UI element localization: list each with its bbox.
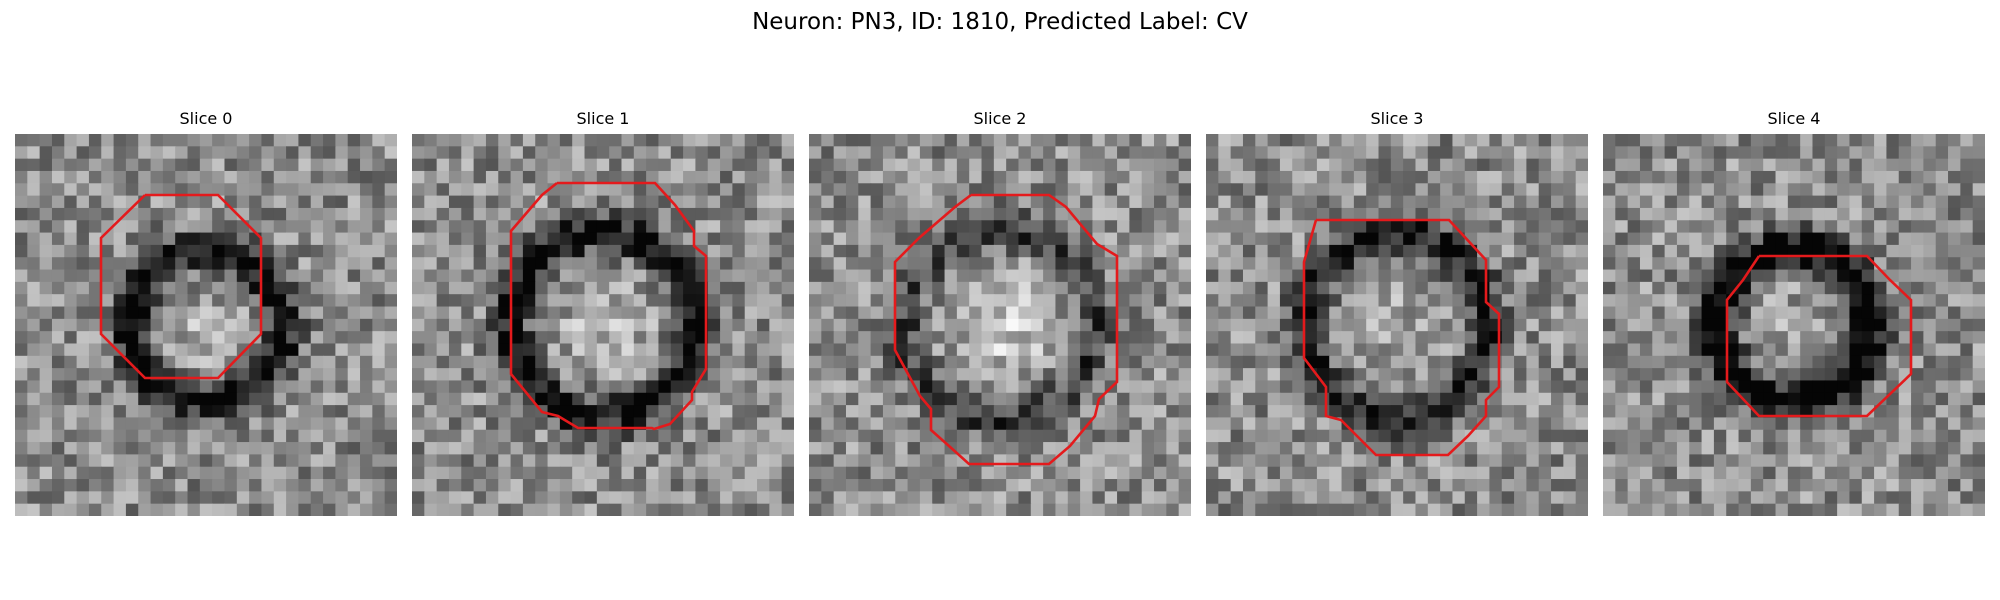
slice-3-image (1206, 134, 1588, 516)
slice-2-pixels (809, 134, 1191, 516)
slice-0-title: Slice 0 (179, 109, 233, 128)
slice-4-canvas (1603, 134, 1985, 516)
slice-2-canvas (809, 134, 1191, 516)
slice-4-contour (1725, 254, 1913, 418)
slice-2-image (809, 134, 1191, 516)
slice-0-image (15, 134, 397, 516)
slice-1-contour (509, 181, 708, 431)
slice-2-title: Slice 2 (973, 109, 1027, 128)
slice-0-contour (99, 193, 263, 380)
slice-3-pixels (1206, 134, 1588, 516)
figure-title: Neuron: PN3, ID: 1810, Predicted Label: … (752, 9, 1248, 35)
slice-1-title: Slice 1 (576, 109, 630, 128)
slice-1-canvas (412, 134, 794, 516)
slice-0-pixels (15, 134, 397, 516)
slice-3-canvas (1206, 134, 1588, 516)
slice-4-pixels (1603, 134, 1985, 516)
slice-3-title: Slice 3 (1370, 109, 1424, 128)
slice-1-pixels (412, 134, 794, 516)
slice-0-canvas (15, 134, 397, 516)
slice-1-image (412, 134, 794, 516)
slice-4-title: Slice 4 (1767, 109, 1821, 128)
slice-4-image (1603, 134, 1985, 516)
slice-2-contour (893, 193, 1119, 466)
slice-3-contour (1302, 218, 1501, 457)
